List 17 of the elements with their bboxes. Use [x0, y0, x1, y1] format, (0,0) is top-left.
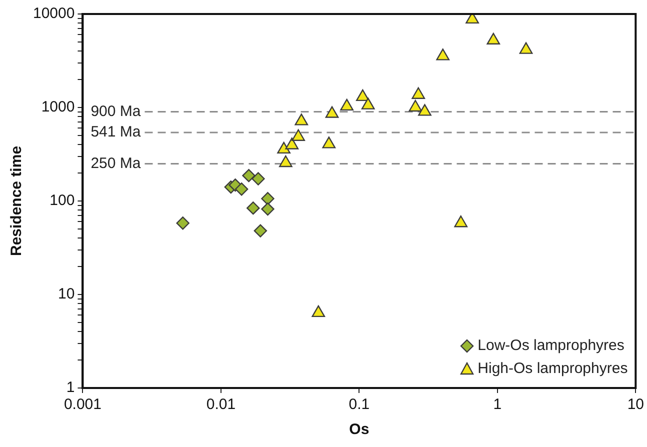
x-axis-title: Os — [349, 421, 370, 438]
x-tick-label: 0.01 — [206, 396, 236, 414]
y-tick-label: 10000 — [32, 5, 75, 22]
y-tick-label: 10 — [58, 286, 75, 303]
y-axis-title: Residence time — [8, 146, 26, 256]
legend-label: Low-Os lamprophyres — [478, 336, 624, 356]
y-tick-label: 100 — [50, 192, 75, 210]
ref-line-label: 250 Ma — [90, 154, 142, 172]
ref-line-label: 541 Ma — [90, 124, 142, 141]
x-tick-label: 1 — [493, 396, 502, 414]
x-tick-label: 0.1 — [348, 396, 370, 414]
legend-label: High-Os lamprophyres — [478, 359, 628, 379]
ref-line-label: 900 Ma — [90, 102, 142, 120]
y-tick-label: 1 — [66, 379, 75, 396]
y-tick-label: 1000 — [41, 98, 75, 116]
x-tick-label: 0.001 — [64, 396, 102, 414]
x-tick-label: 10 — [627, 396, 644, 414]
